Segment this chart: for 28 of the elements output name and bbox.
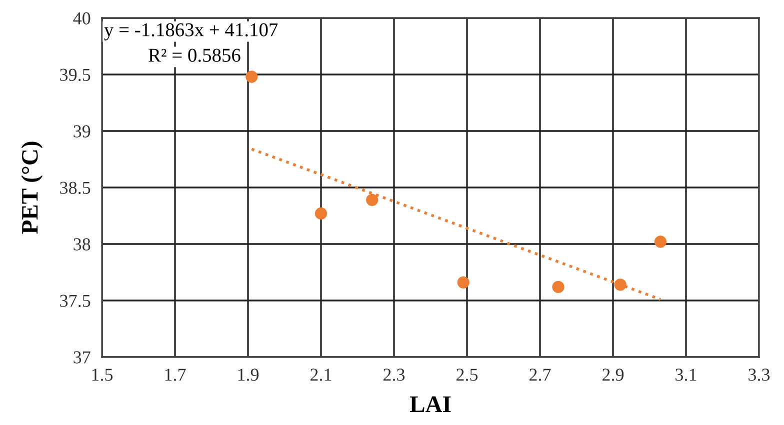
x-tick-label: 1.9 [238,368,259,381]
y-tick-label: 38 [74,238,90,250]
y-tick-label: 37.5 [60,294,90,308]
x-tick-label: 1.7 [165,368,186,381]
y-tick-label: 40 [73,12,90,24]
x-tick-label: 3.1 [676,368,696,381]
x-tick-label: 2.7 [530,368,551,381]
x-tick-label: 3.3 [748,368,770,381]
x-tick-label: 2.9 [602,368,624,381]
y-axis-title: PET (°C) [21,142,43,234]
x-axis-title: LAI [410,396,451,412]
y-tick-label: 38.5 [60,182,90,194]
point [246,70,258,83]
x-tick-label: 1.5 [92,368,113,381]
point [366,194,378,206]
x-tick-label: 2.5 [456,368,478,381]
point [614,278,626,291]
y-tick-label: 39.5 [60,68,90,82]
point [552,280,564,294]
x-tick-label: 2.1 [310,368,332,381]
annotation: R² = 0.5856 [148,48,240,62]
y-tick-label: 39 [74,125,90,138]
y-tick-label: 37 [74,351,90,364]
annotation: y = -1.1863x + 41.107 [104,23,278,40]
point [457,276,470,288]
point [314,207,328,220]
x-tick-label: 2.3 [384,368,405,381]
point [654,236,667,248]
